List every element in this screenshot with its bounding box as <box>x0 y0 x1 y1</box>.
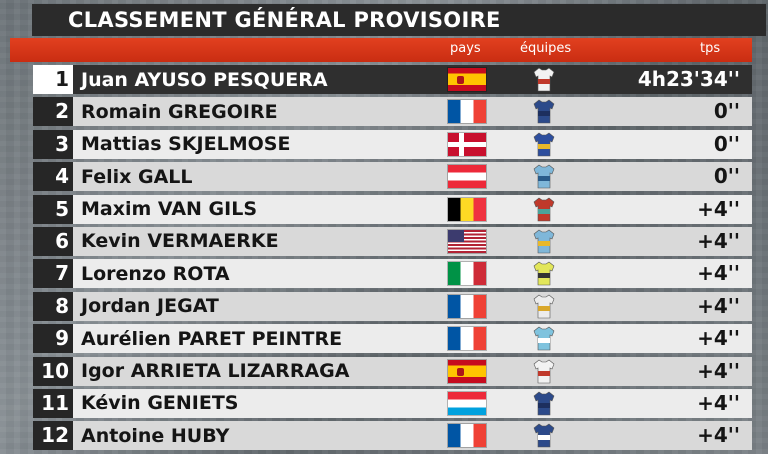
rank-number: 8 <box>33 291 73 321</box>
team-jersey-icon <box>533 423 555 448</box>
country-flag-us-icon <box>448 229 486 253</box>
standings-row: 2 Romain GREGOIRE 0'' <box>33 97 752 127</box>
rider-name: Mattias SKJELMOSE <box>81 133 291 156</box>
standings-row: 5 Maxim VAN GILS +4'' <box>33 194 752 224</box>
rider-name: Igor ARRIETA LIZARRAGA <box>81 360 350 383</box>
time-gap: +4'' <box>697 390 740 415</box>
rank-number: 6 <box>33 226 73 256</box>
country-flag-at-icon <box>448 165 486 189</box>
rider-name: Kévin GENIETS <box>81 392 239 415</box>
time-gap: +4'' <box>697 196 740 221</box>
rank-number: 4 <box>33 162 73 192</box>
time-gap: +4'' <box>697 326 740 351</box>
rank-number: 1 <box>33 65 73 94</box>
country-flag-fr-icon <box>448 294 486 318</box>
standings-row: 1 Juan AYUSO PESQUERA 4h23'34'' <box>33 65 752 94</box>
country-flag-dk-icon <box>448 132 486 156</box>
time-gap: +4'' <box>697 261 740 286</box>
column-country: pays <box>450 41 481 56</box>
rider-name: Antoine HUBY <box>81 424 230 447</box>
team-jersey-icon <box>533 326 555 351</box>
country-flag-fr-icon <box>448 327 486 351</box>
team-jersey-icon <box>533 391 555 416</box>
team-jersey-icon <box>533 197 555 221</box>
standings-row: 9 Aurélien PARET PEINTRE +4'' <box>33 324 752 354</box>
time-gap: +4'' <box>697 423 740 448</box>
rank-number: 10 <box>33 356 73 386</box>
standings-list: 1 Juan AYUSO PESQUERA 4h23'34'' 2 Romain GRE… <box>33 65 752 454</box>
time-gap: +4'' <box>697 228 740 253</box>
standings-row: 3 Mattias SKJELMOSE 0'' <box>33 129 752 159</box>
rider-name: Jordan JEGAT <box>81 295 219 318</box>
standings-row: 11 Kévin GENIETS +4'' <box>33 388 752 418</box>
rider-name: Felix GALL <box>81 165 193 188</box>
team-jersey-icon <box>533 164 555 189</box>
rank-number: 9 <box>33 324 73 354</box>
rank-number: 11 <box>33 388 73 418</box>
rank-number: 7 <box>33 259 73 289</box>
time-gap: +4'' <box>697 358 740 383</box>
rank-number: 5 <box>33 194 73 224</box>
rank-number: 3 <box>33 129 73 159</box>
team-jersey-icon <box>533 261 555 286</box>
column-header-bar: pays équipes tps <box>10 38 752 62</box>
standings-row: 12 Antoine HUBY +4'' <box>33 421 752 451</box>
rider-name: Kevin VERMAERKE <box>81 230 279 253</box>
time-gap: 0'' <box>713 131 740 156</box>
country-flag-it-icon <box>448 262 486 286</box>
rider-name: Maxim VAN GILS <box>81 198 258 221</box>
standings-title: CLASSEMENT GÉNÉRAL PROVISOIRE <box>32 4 766 36</box>
country-flag-es-icon <box>448 68 486 91</box>
country-flag-fr-icon <box>448 100 486 124</box>
team-jersey-icon <box>533 359 555 383</box>
standings-row: 4 Felix GALL 0'' <box>33 162 752 192</box>
rider-name: Juan AYUSO PESQUERA <box>81 68 328 91</box>
country-flag-es-icon <box>448 359 486 383</box>
rider-name: Lorenzo ROTA <box>81 262 230 285</box>
column-time: tps <box>700 41 721 56</box>
rank-number: 2 <box>33 97 73 127</box>
standings-row: 6 Kevin VERMAERKE +4'' <box>33 226 752 256</box>
rider-name: Romain GREGOIRE <box>81 100 278 123</box>
rider-name: Aurélien PARET PEINTRE <box>81 327 343 350</box>
team-jersey-icon <box>533 100 555 124</box>
team-jersey-icon <box>533 67 555 92</box>
team-jersey-icon <box>533 229 555 254</box>
time-gap: 0'' <box>713 164 740 189</box>
country-flag-lu-icon <box>448 391 486 415</box>
standings-row: 7 Lorenzo ROTA +4'' <box>33 259 752 289</box>
time-gap: 0'' <box>713 99 740 124</box>
team-jersey-icon <box>533 132 555 157</box>
rank-number: 12 <box>33 421 73 451</box>
time-gap: 4h23'34'' <box>637 67 740 91</box>
standings-row: 10 Igor ARRIETA LIZARRAGA +4'' <box>33 356 752 386</box>
standings-row: 8 Jordan JEGAT +4'' <box>33 291 752 321</box>
column-teams: équipes <box>520 41 572 56</box>
time-gap: +4'' <box>697 293 740 318</box>
team-jersey-icon <box>533 294 555 319</box>
country-flag-be-icon <box>448 197 486 221</box>
country-flag-fr-icon <box>448 424 486 448</box>
